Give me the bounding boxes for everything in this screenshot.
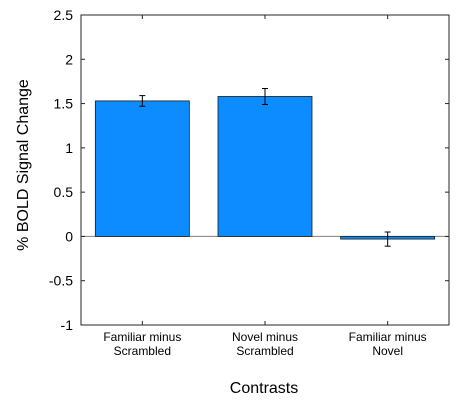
y-tick-label: -0.5 <box>49 273 73 289</box>
y-tick-label: 1.5 <box>54 96 74 112</box>
error-bars <box>139 88 391 247</box>
y-tick-label: 2.5 <box>54 7 74 23</box>
x-axis-categories: Familiar minus Scrambled Novel minus Scramb… <box>103 15 427 358</box>
bars <box>94 96 436 240</box>
x-tick-label: Familiar minus Novel <box>349 330 427 358</box>
y-tick-label: 2 <box>65 51 73 67</box>
y-tick-label: 0.5 <box>54 184 74 200</box>
y-tick-label: 1 <box>65 140 73 156</box>
x-tick-label: Familiar minus Scrambled <box>103 330 181 358</box>
y-axis-label: % BOLD Signal Change <box>15 79 32 251</box>
y-tick-label: -1 <box>61 317 74 333</box>
x-axis-label: Contrasts <box>230 380 298 397</box>
y-tick-label: 0 <box>65 228 73 244</box>
bar <box>94 100 190 237</box>
y-axis-ticks: -1 -0.5 0 0.5 1 1.5 2 2.5 <box>49 7 449 333</box>
x-tick-label: Novel minus Scrambled <box>232 330 298 358</box>
bar <box>217 96 313 237</box>
